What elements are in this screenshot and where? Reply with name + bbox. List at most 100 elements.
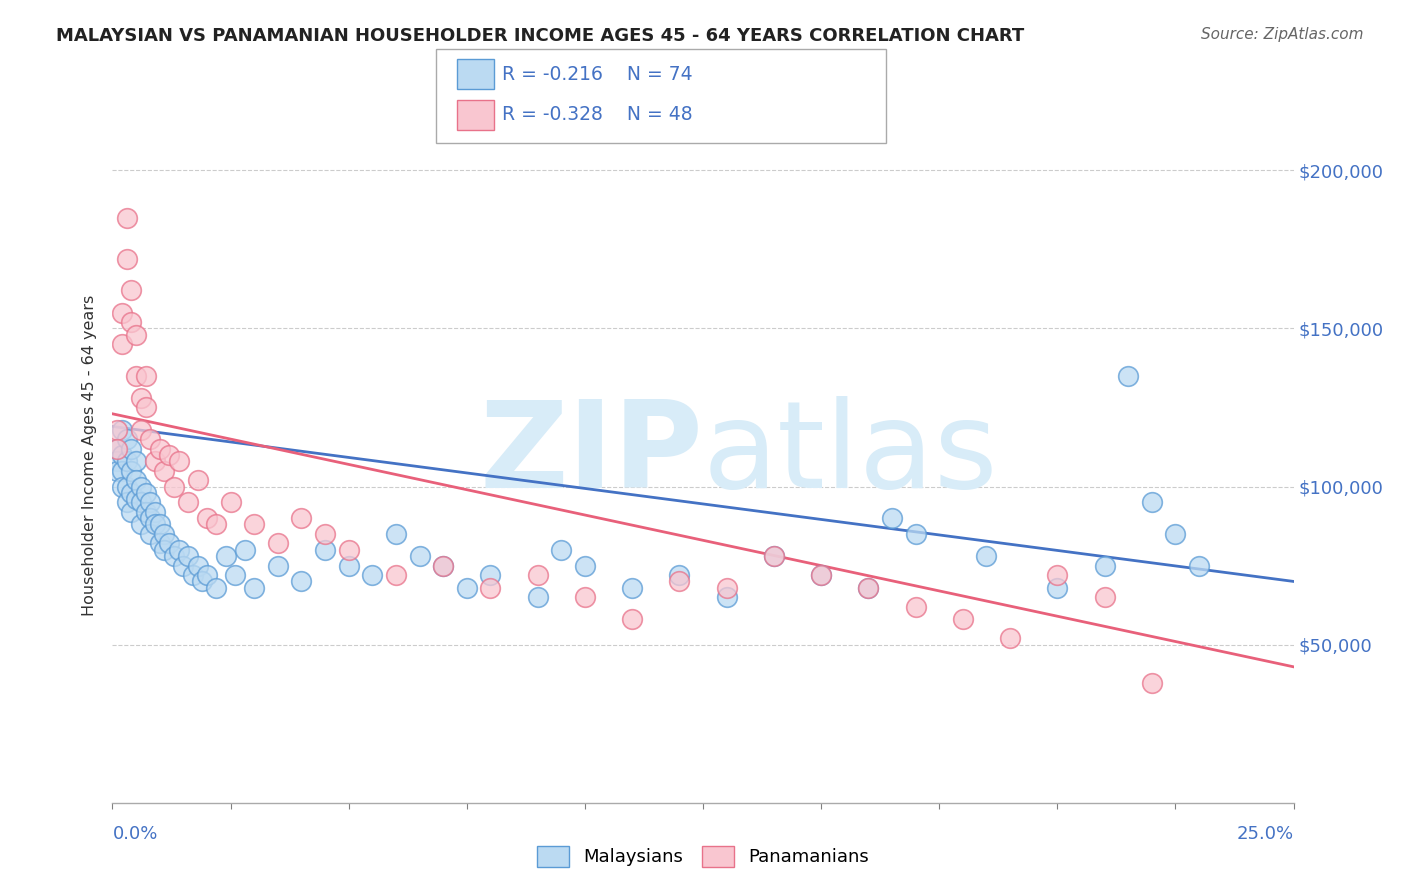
Point <box>858 581 880 595</box>
Point <box>129 517 152 532</box>
Point <box>205 581 228 595</box>
Point <box>153 527 176 541</box>
Point <box>135 486 157 500</box>
Point <box>195 568 218 582</box>
Point <box>880 511 903 525</box>
Point <box>432 558 454 573</box>
Point <box>233 542 256 557</box>
Point <box>479 568 502 582</box>
Point <box>125 454 148 468</box>
Point <box>143 517 166 532</box>
Point <box>716 591 738 605</box>
Point <box>408 549 430 563</box>
Point <box>120 442 142 456</box>
Point <box>143 505 166 519</box>
Point <box>120 284 142 298</box>
Point <box>314 527 336 541</box>
Point <box>143 454 166 468</box>
Point <box>224 568 246 582</box>
Point <box>337 542 360 557</box>
Point <box>115 252 138 266</box>
Point <box>115 432 138 446</box>
Point <box>1164 527 1187 541</box>
Point <box>267 558 290 573</box>
Point <box>456 581 478 595</box>
Point <box>177 549 200 563</box>
Point <box>1116 368 1139 383</box>
Point <box>125 492 148 507</box>
Point <box>157 536 180 550</box>
Point <box>716 581 738 595</box>
Point <box>135 505 157 519</box>
Point <box>111 448 134 462</box>
Point <box>385 527 408 541</box>
Point <box>526 568 548 582</box>
Point <box>267 536 290 550</box>
Point <box>149 442 172 456</box>
Point <box>120 315 142 329</box>
Point <box>115 495 138 509</box>
Point <box>195 511 218 525</box>
Point <box>105 442 128 456</box>
Point <box>129 423 152 437</box>
Point <box>139 432 162 446</box>
Point <box>243 581 266 595</box>
Point <box>115 211 138 225</box>
Point <box>105 464 128 478</box>
Point <box>290 511 312 525</box>
Y-axis label: Householder Income Ages 45 - 64 years: Householder Income Ages 45 - 64 years <box>82 294 97 615</box>
Point <box>129 479 152 493</box>
Point <box>550 542 572 557</box>
Point <box>998 632 1021 646</box>
Point <box>125 327 148 342</box>
Point <box>111 305 134 319</box>
Point <box>904 527 927 541</box>
Text: R = -0.216    N = 74: R = -0.216 N = 74 <box>502 64 693 84</box>
Point <box>361 568 384 582</box>
Point <box>105 442 128 456</box>
Point <box>976 549 998 563</box>
Point <box>1046 581 1069 595</box>
Point <box>810 568 832 582</box>
Point <box>149 517 172 532</box>
Point <box>167 542 190 557</box>
Point <box>111 479 134 493</box>
Point <box>115 479 138 493</box>
Point <box>111 337 134 351</box>
Point <box>621 612 644 626</box>
Point <box>668 568 690 582</box>
Point <box>621 581 644 595</box>
Point <box>129 391 152 405</box>
Text: R = -0.328    N = 48: R = -0.328 N = 48 <box>502 105 693 124</box>
Point <box>105 454 128 468</box>
Point <box>181 568 204 582</box>
Point <box>139 511 162 525</box>
Point <box>186 473 208 487</box>
Point <box>1140 675 1163 690</box>
Point <box>219 495 242 509</box>
Point <box>243 517 266 532</box>
Point <box>526 591 548 605</box>
Point <box>111 423 134 437</box>
Point <box>129 495 152 509</box>
Point <box>115 454 138 468</box>
Point <box>810 568 832 582</box>
Point <box>952 612 974 626</box>
Point <box>111 464 134 478</box>
Point <box>1046 568 1069 582</box>
Point <box>135 401 157 415</box>
Text: atlas: atlas <box>703 396 998 514</box>
Point <box>314 542 336 557</box>
Point <box>163 479 186 493</box>
Point <box>135 368 157 383</box>
Text: MALAYSIAN VS PANAMANIAN HOUSEHOLDER INCOME AGES 45 - 64 YEARS CORRELATION CHART: MALAYSIAN VS PANAMANIAN HOUSEHOLDER INCO… <box>56 27 1025 45</box>
Point <box>479 581 502 595</box>
Point <box>762 549 785 563</box>
Point <box>574 558 596 573</box>
Point <box>191 574 214 589</box>
Point <box>149 536 172 550</box>
Point <box>290 574 312 589</box>
Point <box>125 368 148 383</box>
Point <box>385 568 408 582</box>
Point <box>163 549 186 563</box>
